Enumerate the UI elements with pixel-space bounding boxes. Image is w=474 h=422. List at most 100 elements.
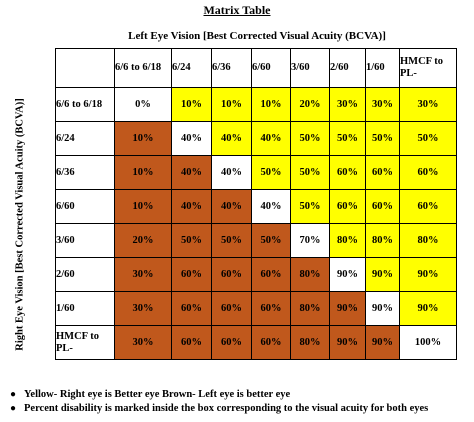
page-title: Matrix Table (203, 3, 271, 17)
matrix-cell: 30% (114, 325, 172, 360)
matrix-cell: 50% (365, 121, 400, 156)
row-header: 6/60 (55, 189, 115, 224)
matrix-cell: 80% (290, 257, 330, 292)
row-header: 1/60 (55, 291, 115, 326)
matrix-row: 6/24 10% 40% 40% 40% 50% 50% 50% 50% (55, 121, 457, 156)
matrix-cell: 50% (290, 155, 330, 190)
row-header: 2/60 (55, 257, 115, 292)
matrix-row: 6/60 10% 40% 40% 40% 50% 60% 60% 60% (55, 189, 457, 224)
corner-cell (55, 48, 115, 88)
row-header: 6/24 (55, 121, 115, 156)
matrix-cell: 30% (114, 291, 172, 326)
matrix-cell: 10% (171, 87, 212, 122)
column-header: 6/60 (251, 48, 291, 88)
matrix-cell: 10% (211, 87, 252, 122)
matrix-cell: 40% (171, 189, 212, 224)
bullet-icon: ● (10, 388, 17, 400)
row-header: 3/60 (55, 223, 115, 258)
matrix-cell: 50% (290, 189, 330, 224)
matrix-cell: 10% (114, 189, 172, 224)
matrix-cell: 90% (399, 291, 457, 326)
matrix-cell: 60% (251, 257, 291, 292)
matrix-cell: 60% (329, 155, 366, 190)
matrix-cell: 40% (251, 121, 291, 156)
matrix-cell: 80% (329, 223, 366, 258)
matrix-body: 6/6 to 6/18 6/24 6/36 6/60 3/60 2/60 1/6… (55, 48, 457, 360)
matrix-cell: 60% (211, 291, 252, 326)
matrix-cell: 40% (211, 121, 252, 156)
matrix-row: 1/60 30% 60% 60% 60% 80% 90% 90% 90% (55, 291, 457, 326)
matrix-cell: 60% (399, 155, 457, 190)
matrix-cell: 50% (211, 223, 252, 258)
row-axis-heading-container: Right Eye Vision [Best Corrected Visual … (6, 80, 34, 368)
matrix-cell: 80% (365, 223, 400, 258)
matrix-row: 2/60 30% 60% 60% 60% 80% 90% 90% 90% (55, 257, 457, 292)
matrix-cell: 60% (329, 189, 366, 224)
matrix-cell: 60% (171, 325, 212, 360)
matrix-cell: 60% (365, 155, 400, 190)
matrix-cell: 30% (329, 87, 366, 122)
matrix-cell: 90% (365, 257, 400, 292)
matrix-row: 3/60 20% 50% 50% 50% 70% 80% 80% 80% (55, 223, 457, 258)
matrix-cell: 50% (251, 155, 291, 190)
matrix-cell: 90% (365, 325, 400, 360)
column-header: 6/24 (171, 48, 212, 88)
matrix-cell: 60% (399, 189, 457, 224)
row-header: 6/36 (55, 155, 115, 190)
column-axis-heading: Left Eye Vision [Best Corrected Visual A… (128, 30, 386, 42)
matrix-cell: 20% (114, 223, 172, 258)
legend-note: ● Percent disability is marked inside th… (10, 401, 428, 415)
row-header: HMCF to PL- (55, 325, 115, 360)
matrix-cell: 50% (399, 121, 457, 156)
matrix-cell: 90% (329, 257, 366, 292)
matrix-row: 6/6 to 6/18 0% 10% 10% 10% 20% 30% 30% 30% (55, 87, 457, 122)
matrix-cell: 10% (251, 87, 291, 122)
matrix-row: 6/36 10% 40% 40% 50% 50% 60% 60% 60% (55, 155, 457, 190)
matrix-cell: 60% (171, 257, 212, 292)
row-axis-heading: Right Eye Vision [Best Corrected Visual … (14, 97, 26, 351)
matrix-cell: 50% (171, 223, 212, 258)
matrix-cell: 60% (211, 257, 252, 292)
legend-note-text: Yellow- Right eye is Better eye Brown- L… (24, 388, 291, 400)
matrix-cell: 100% (399, 325, 457, 360)
legend-note: ● Yellow- Right eye is Better eye Brown-… (10, 387, 428, 401)
matrix-cell: 10% (114, 121, 172, 156)
matrix-cell: 30% (114, 257, 172, 292)
matrix-cell: 40% (171, 121, 212, 156)
matrix-cell: 60% (251, 325, 291, 360)
column-header: 3/60 (290, 48, 330, 88)
matrix-cell: 90% (399, 257, 457, 292)
matrix-cell: 80% (399, 223, 457, 258)
matrix-cell: 50% (290, 121, 330, 156)
matrix-cell: 20% (290, 87, 330, 122)
matrix-cell: 30% (399, 87, 457, 122)
column-header: 1/60 (365, 48, 400, 88)
matrix-cell: 90% (329, 291, 366, 326)
column-header: HMCF to PL- (399, 48, 457, 88)
matrix-cell: 90% (329, 325, 366, 360)
matrix-cell: 40% (251, 189, 291, 224)
matrix-cell: 10% (114, 155, 172, 190)
matrix-cell: 0% (114, 87, 172, 122)
matrix-cell: 60% (251, 291, 291, 326)
matrix-cell: 70% (290, 223, 330, 258)
matrix-cell: 40% (171, 155, 212, 190)
row-header: 6/6 to 6/18 (55, 87, 115, 122)
legend-notes: ● Yellow- Right eye is Better eye Brown-… (10, 387, 428, 415)
matrix-cell: 60% (365, 189, 400, 224)
matrix-cell: 80% (290, 325, 330, 360)
matrix-cell: 30% (365, 87, 400, 122)
matrix-cell: 60% (211, 325, 252, 360)
matrix-cell: 80% (290, 291, 330, 326)
column-header: 2/60 (329, 48, 366, 88)
header-row: 6/6 to 6/18 6/24 6/36 6/60 3/60 2/60 1/6… (55, 48, 457, 88)
bullet-icon: ● (10, 402, 17, 414)
matrix-cell: 90% (365, 291, 400, 326)
disability-matrix-table: 6/6 to 6/18 6/24 6/36 6/60 3/60 2/60 1/6… (55, 48, 457, 360)
matrix-cell: 60% (171, 291, 212, 326)
legend-note-text: Percent disability is marked inside the … (24, 402, 429, 414)
column-header: 6/36 (211, 48, 252, 88)
matrix-cell: 40% (211, 155, 252, 190)
matrix-cell: 40% (211, 189, 252, 224)
matrix-cell: 50% (329, 121, 366, 156)
